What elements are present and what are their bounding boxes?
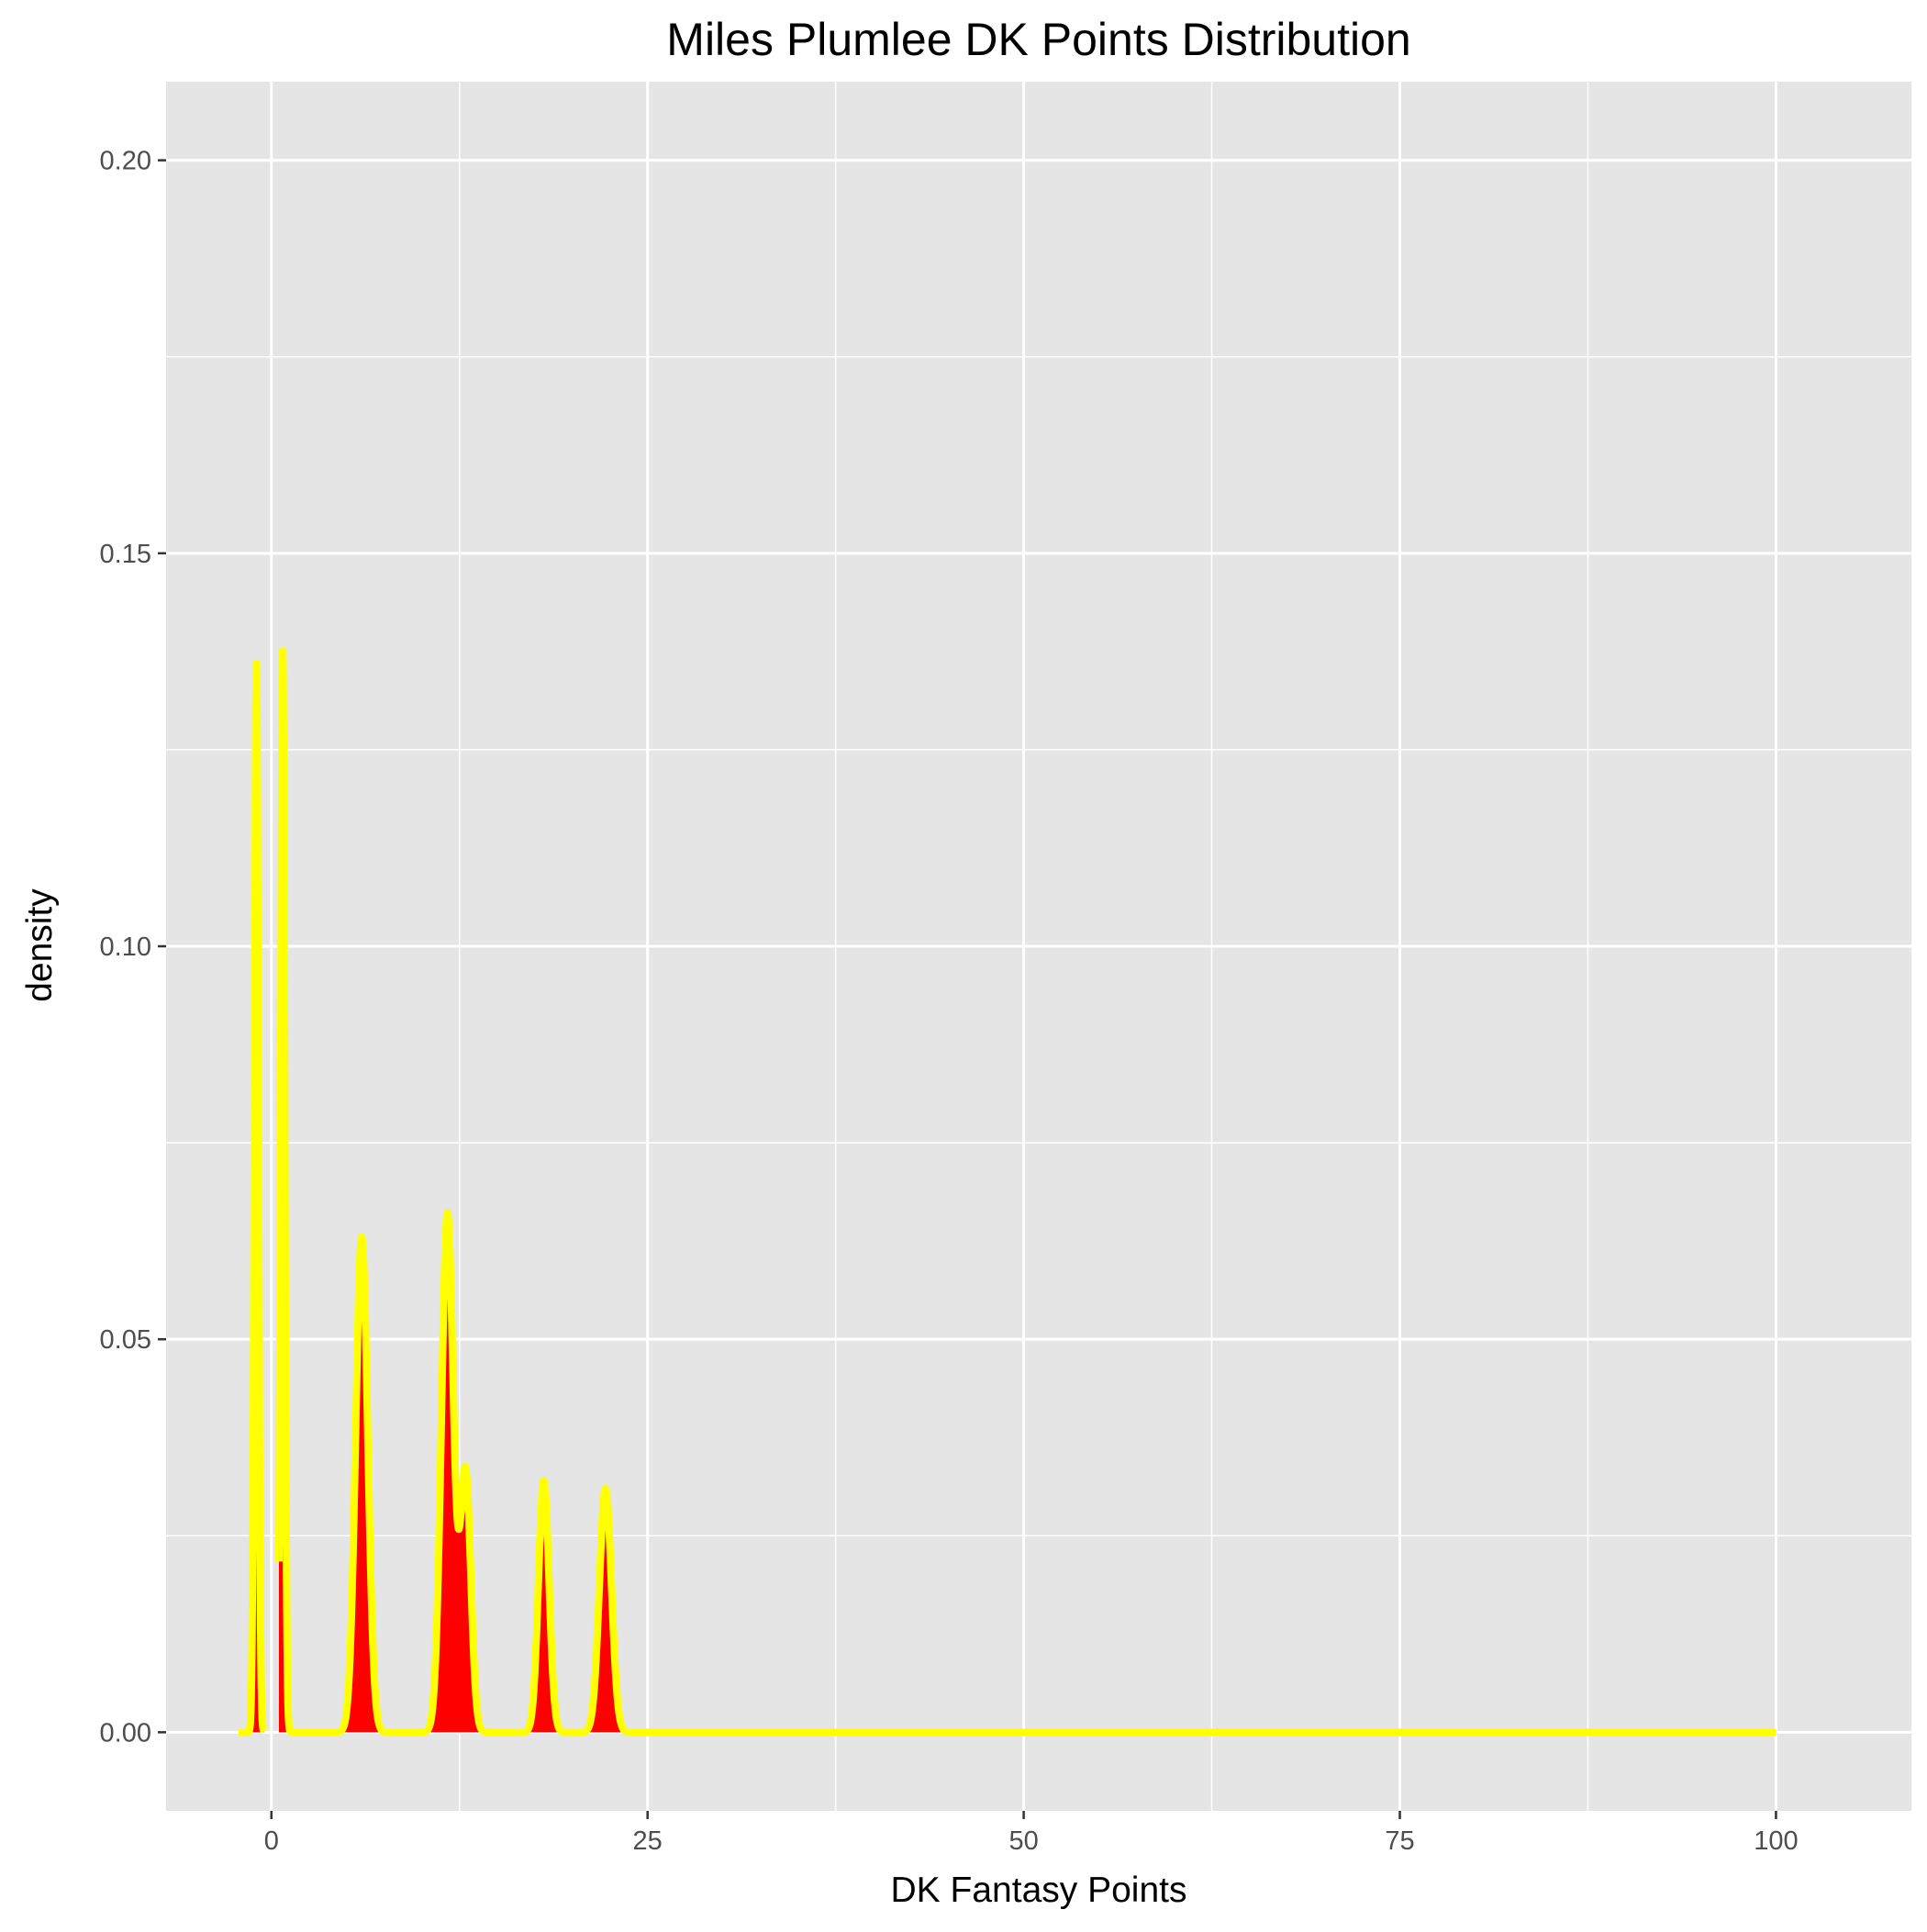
x-tick-label: 100 [1754, 1826, 1798, 1856]
x-axis-title: DK Fantasy Points [891, 1871, 1187, 1910]
density-line [235, 659, 268, 1737]
y-tick-label: 0.05 [100, 1325, 151, 1355]
density-line [274, 647, 1780, 1737]
y-axis: 0.00 0.05 0.10 0.15 0.20 [100, 147, 166, 1748]
x-tick-label: 75 [1385, 1826, 1414, 1856]
y-tick-label: 0.20 [100, 147, 151, 176]
y-tick-label: 0.00 [100, 1718, 151, 1748]
y-axis-title: density [20, 888, 60, 1002]
y-tick-label: 0.10 [100, 932, 151, 962]
density-layer [235, 647, 1780, 1737]
x-tick-label: 0 [264, 1826, 279, 1856]
chart-title: Miles Plumlee DK Points Distribution [666, 14, 1410, 65]
x-axis: 0 25 50 75 100 [264, 1811, 1799, 1856]
x-tick-label: 25 [633, 1826, 663, 1856]
y-tick-label: 0.15 [100, 540, 151, 569]
x-tick-label: 50 [1008, 1826, 1038, 1856]
